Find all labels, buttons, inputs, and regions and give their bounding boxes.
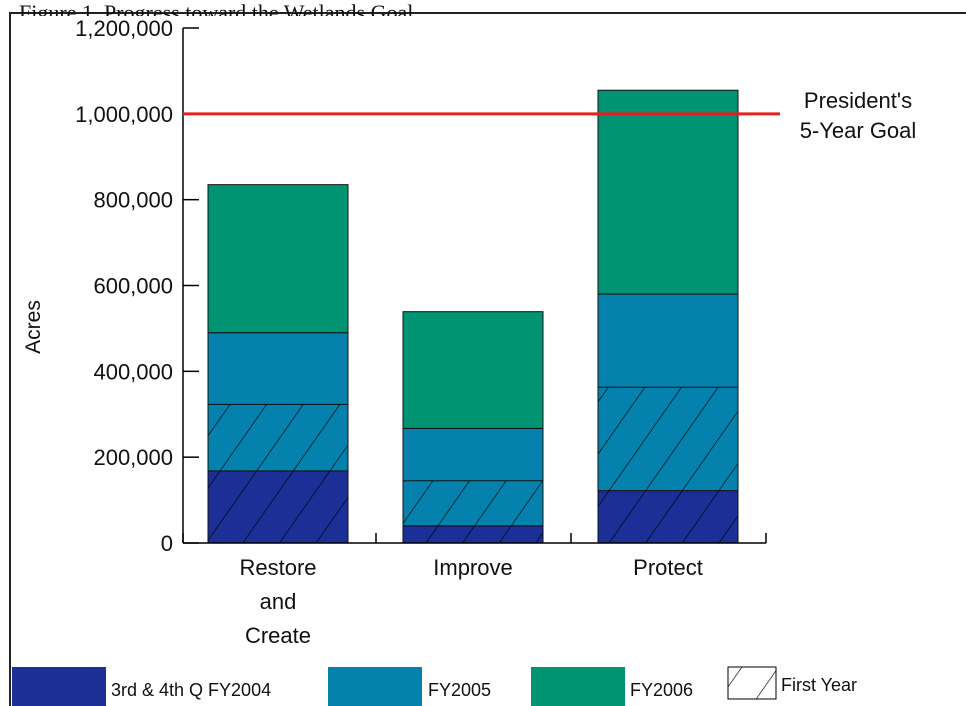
- legend-swatch-fy2005: [328, 667, 422, 706]
- first-year-hatch: [402, 480, 544, 544]
- bar-segment: [597, 89, 739, 295]
- figure-heading-fragment: Figure 1. Progress toward the Wetlands G…: [19, 2, 414, 16]
- legend-swatch-first-year: [727, 666, 777, 700]
- goal-label: 5-Year Goal: [800, 118, 917, 143]
- y-axis-title: Acres: [22, 300, 45, 354]
- y-tick-label: 1,200,000: [75, 16, 173, 41]
- bar-segment: [402, 311, 544, 429]
- legend-label-fy2004: 3rd & 4th Q FY2004: [111, 680, 271, 700]
- legend: 3rd & 4th Q FY2004 FY2005 FY2006 First Y…: [12, 666, 857, 706]
- legend-label-first-year: First Year: [781, 675, 857, 695]
- goal-label: President's: [804, 88, 912, 113]
- x-tick-label: Improve: [433, 555, 512, 580]
- first-year-hatch: [207, 403, 349, 544]
- first-year-hatch: [597, 386, 739, 544]
- y-tick-label: 600,000: [93, 274, 173, 299]
- x-tick-label: Protect: [633, 555, 703, 580]
- legend-swatch-fy2006: [531, 667, 625, 706]
- x-axis-labels: Restore and Create Improve Protect: [239, 555, 702, 648]
- first-year-hatching: [207, 386, 739, 544]
- goal-line-group: President's 5-Year Goal: [183, 88, 916, 143]
- x-tick-label: Restore: [239, 555, 316, 580]
- figure-frame: Figure 1. Progress toward the Wetlands G…: [9, 2, 966, 706]
- x-tick-label: Create: [245, 623, 311, 648]
- legend-swatch-fy2004: [12, 667, 106, 706]
- legend-label-fy2005: FY2005: [428, 680, 491, 700]
- y-tick-label: 0: [161, 531, 173, 556]
- y-tick-label: 400,000: [93, 359, 173, 384]
- bar-segment: [207, 184, 349, 334]
- y-tick-label: 200,000: [93, 445, 173, 470]
- y-tick-label: 800,000: [93, 188, 173, 213]
- x-tick-label: and: [260, 589, 297, 614]
- legend-label-fy2006: FY2006: [630, 680, 693, 700]
- y-axis-ticks: 0 200,000 400,000 600,000 800,000 1,000,000 1,…: [75, 16, 199, 556]
- x-axis: [182, 533, 767, 544]
- y-tick-label: 1,000,000: [75, 102, 173, 127]
